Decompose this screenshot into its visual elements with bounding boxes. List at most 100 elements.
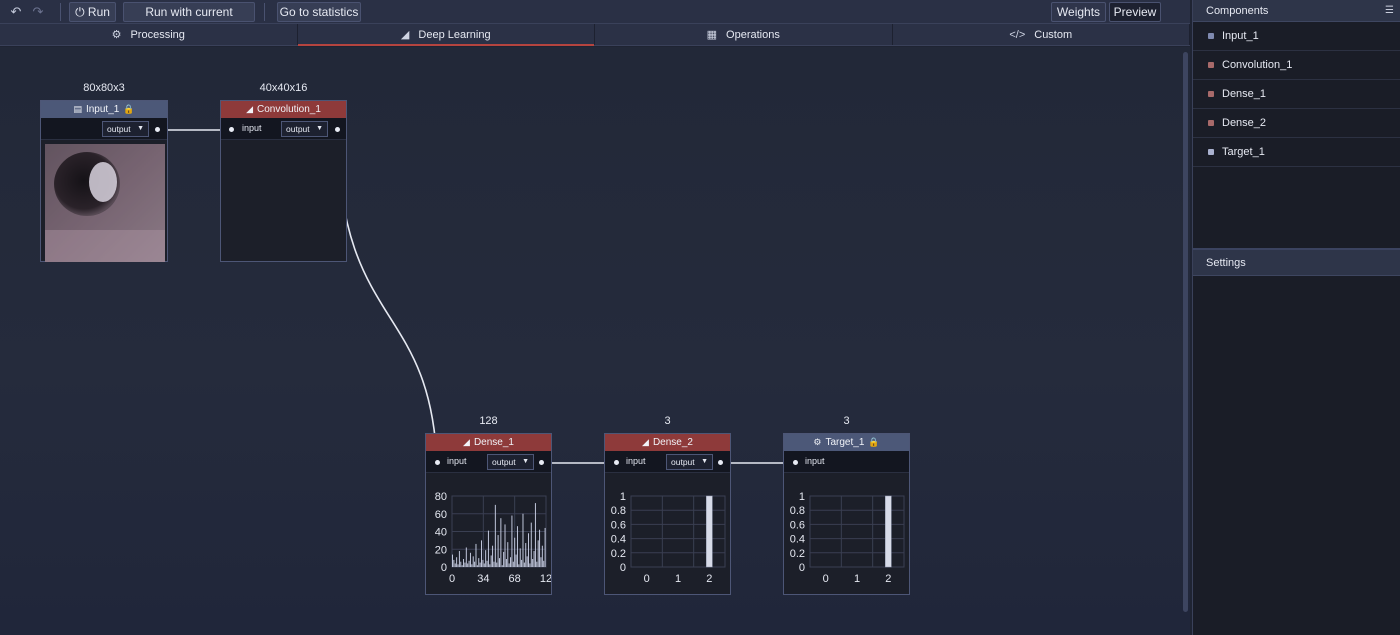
node-target-1[interactable]: 3 ⚙ Target_1 🔒 input 1 0.8 0.6 0.4 0.2 0 0 1 2 <box>783 415 910 595</box>
node-input-1[interactable]: 80x80x3 ▤ Input_1 🔒 output ▼ <box>40 82 168 262</box>
x-tick-label: 0 <box>449 573 455 585</box>
run-with-current-settings-button[interactable]: Run with current settings <box>123 2 255 37</box>
chart-bar <box>489 564 491 567</box>
layers-icon: ◢ <box>463 437 470 447</box>
node-header[interactable]: ▤ Input_1 🔒 <box>41 101 167 118</box>
output-port[interactable] <box>155 127 160 132</box>
output-select[interactable]: output ▼ <box>102 121 149 137</box>
x-tick-label: 0 <box>823 573 829 585</box>
chart-bar <box>505 559 507 567</box>
tab-custom[interactable]: </> Custom <box>893 24 1190 45</box>
input-port[interactable] <box>614 460 619 465</box>
chart-bar <box>508 563 510 567</box>
output-port[interactable] <box>539 460 544 465</box>
chart-bar <box>499 558 500 567</box>
component-item[interactable]: Convolution_1 <box>1193 51 1400 80</box>
chart-bar <box>483 563 485 567</box>
node-dense-2[interactable]: 3 ◢ Dense_2 input output ▼ 1 0.8 0.6 0.4 0.2… <box>604 415 731 595</box>
chart-bar <box>518 564 520 567</box>
output-select[interactable]: output ▼ <box>666 454 713 470</box>
input-port[interactable] <box>793 460 798 465</box>
input-port[interactable] <box>435 460 440 465</box>
output-select[interactable]: output ▼ <box>487 454 534 470</box>
redo-icon[interactable]: ↷ <box>32 4 44 19</box>
component-item[interactable]: Dense_1 <box>1193 80 1400 109</box>
canvas-scrollbar[interactable] <box>1183 52 1188 612</box>
component-color-icon <box>1208 62 1214 68</box>
node-header[interactable]: ◢ Dense_2 <box>605 434 730 451</box>
y-tick-label: 0.2 <box>611 548 626 560</box>
node-header[interactable]: ◢ Dense_1 <box>426 434 551 451</box>
input-port-label: input <box>242 123 262 133</box>
port-row: input <box>784 451 909 473</box>
input-port[interactable] <box>229 127 234 132</box>
chart-bar <box>463 559 465 567</box>
chart-bar <box>706 495 713 568</box>
components-title: Components <box>1206 5 1269 17</box>
chart-bar <box>460 561 462 567</box>
component-item[interactable]: Target_1 <box>1193 138 1400 167</box>
input-port-label: input <box>805 456 825 466</box>
dense-2-chart: 1 0.8 0.6 0.4 0.2 0 0 1 2 <box>611 491 726 585</box>
settings-header: Settings <box>1193 250 1400 276</box>
preview-button[interactable]: Preview <box>1109 2 1161 22</box>
node-convolution-1[interactable]: 40x40x16 ◢ Convolution_1 input output ▼ <box>220 82 347 262</box>
chart-bar <box>497 535 499 567</box>
chart-bar <box>479 562 481 567</box>
chevron-down-icon: ▼ <box>701 458 708 465</box>
node-dense-1[interactable]: 128 ◢ Dense_1 input output ▼ 80 60 40 20 0 0 3… <box>425 415 552 595</box>
output-select[interactable]: output ▼ <box>281 121 328 137</box>
weights-button[interactable]: Weights <box>1051 2 1106 22</box>
y-tick-label: 0 <box>799 562 805 574</box>
tab-processing[interactable]: ⚙ Processing <box>0 24 298 45</box>
layers-icon: ◢ <box>642 437 649 447</box>
x-tick-label: 1 <box>675 573 681 585</box>
node-header[interactable]: ⚙ Target_1 🔒 <box>784 434 909 451</box>
chevron-down-icon: ▼ <box>316 125 323 132</box>
tab-deep-learning[interactable]: ◢ Deep Learning <box>297 24 595 46</box>
tab-label: Operations <box>726 28 780 41</box>
component-item[interactable]: Input_1 <box>1193 22 1400 51</box>
lock-icon[interactable]: 🔒 <box>868 437 880 447</box>
chart-bar <box>510 557 512 567</box>
grip-icon[interactable]: ☰ <box>1385 5 1394 16</box>
y-tick-label: 0.6 <box>611 519 626 531</box>
output-select-value: output <box>107 124 131 134</box>
undo-icon[interactable]: ↶ <box>10 4 22 19</box>
port-row: input output ▼ <box>426 451 551 473</box>
chart-bar <box>512 561 514 567</box>
tab-operations[interactable]: ▦ Operations <box>595 24 893 45</box>
node-title: Dense_1 <box>473 437 514 448</box>
database-icon: ▤ <box>73 104 82 114</box>
grid-icon: ▦ <box>706 29 718 41</box>
chart-bar <box>521 559 523 567</box>
y-tick-label: 0.8 <box>790 505 805 517</box>
run-button[interactable]: ⏻ Run <box>69 2 116 22</box>
port-row: input output ▼ <box>605 451 730 473</box>
chart-bar <box>469 552 471 567</box>
components-list: Input_1 Convolution_1 Dense_1 Dense_2 Target… <box>1193 22 1400 167</box>
component-label: Convolution_1 <box>1222 59 1293 71</box>
chart-bar <box>454 563 456 567</box>
go-to-statistics-button[interactable]: Go to statistics <box>277 2 361 22</box>
chart-bar <box>482 559 484 567</box>
chart-bar <box>485 550 487 567</box>
model-canvas[interactable] <box>0 47 1190 635</box>
chart-bar <box>519 548 521 567</box>
chart-bar <box>468 560 470 567</box>
node-header[interactable]: ◢ Convolution_1 <box>221 101 346 118</box>
chart-bar <box>511 515 513 567</box>
component-item[interactable]: Dense_2 <box>1193 109 1400 138</box>
x-tick-label: 2 <box>885 573 891 585</box>
y-tick-label: 80 <box>435 491 447 503</box>
output-port[interactable] <box>718 460 723 465</box>
target-1-chart: 1 0.8 0.6 0.4 0.2 0 0 1 2 <box>790 491 905 585</box>
input-image-preview <box>45 144 165 262</box>
chart-bar <box>492 545 494 567</box>
output-port[interactable] <box>335 127 340 132</box>
lock-icon[interactable]: 🔒 <box>123 104 135 114</box>
y-tick-label: 0 <box>441 562 447 574</box>
chart-bar <box>507 542 509 567</box>
dense-1-chart: 80 60 40 20 00 34 68 12 <box>435 491 551 585</box>
chart-bar <box>496 562 498 567</box>
